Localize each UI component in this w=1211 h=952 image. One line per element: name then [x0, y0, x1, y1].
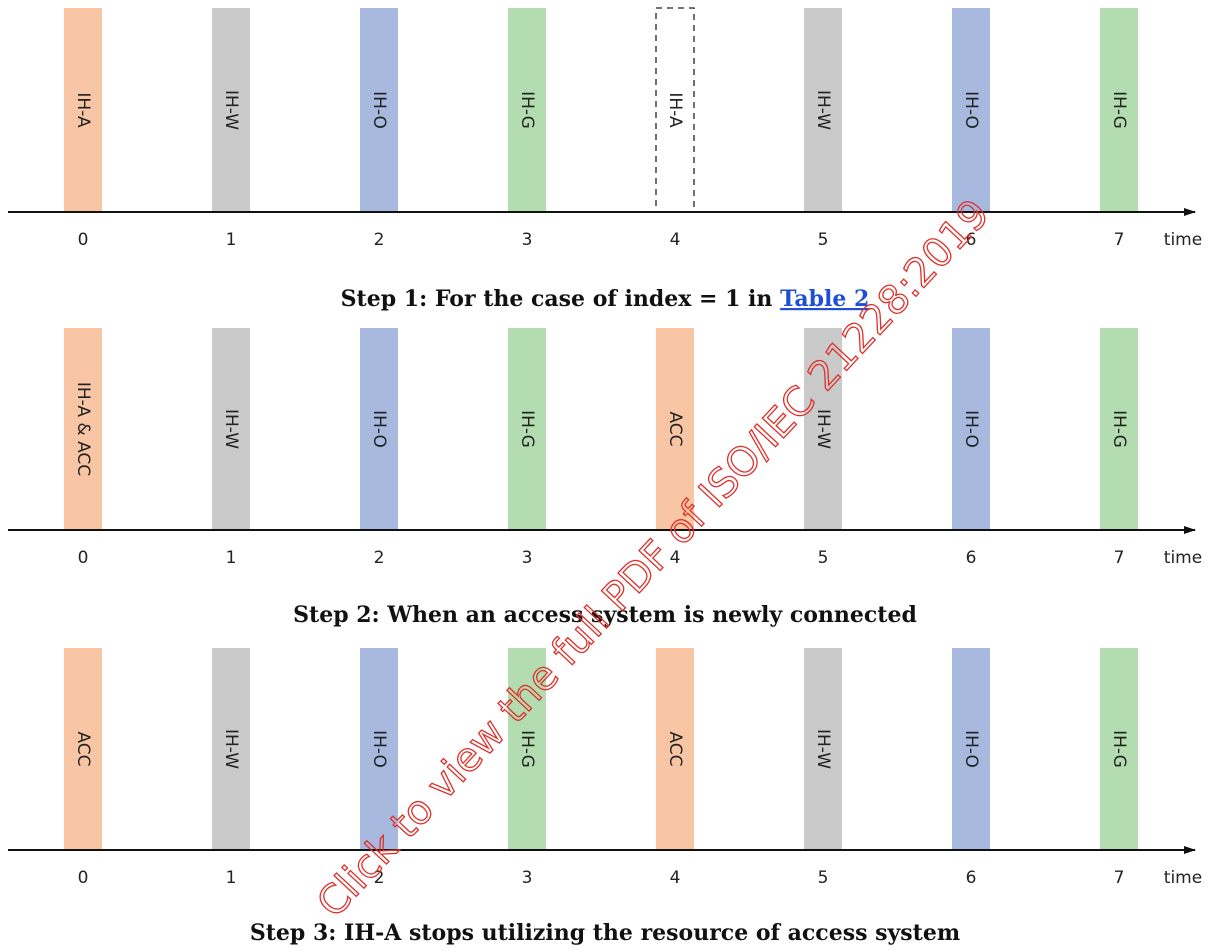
tick-label: 1	[226, 230, 237, 250]
caption-text: Step 2: When an access system is newly c…	[293, 602, 917, 628]
time-slot	[656, 328, 694, 530]
time-slot	[804, 8, 842, 212]
time-slot	[804, 328, 842, 530]
time-slot	[508, 8, 546, 212]
tick-label: 5	[818, 548, 829, 568]
time-slot	[360, 648, 398, 850]
tick-label: 7	[1114, 548, 1125, 568]
tick-label: 5	[818, 868, 829, 888]
caption: Step 2: When an access system is newly c…	[293, 602, 917, 628]
slot-label: IH-W	[813, 90, 833, 130]
slot-label: IH-W	[221, 729, 241, 769]
slot-label: IH-G	[1109, 410, 1129, 448]
tick-label: 3	[522, 548, 533, 568]
time-slot	[360, 328, 398, 530]
time-slot	[212, 8, 250, 212]
slot-label: IH-A	[73, 92, 93, 128]
slot-label: IH-W	[221, 90, 241, 130]
time-slot	[804, 648, 842, 850]
time-slot	[1100, 328, 1138, 530]
tick-label: 6	[966, 548, 977, 568]
caption-link[interactable]: Table 2	[780, 286, 869, 312]
time-slot	[952, 328, 990, 530]
slot-label: IH-O	[369, 730, 389, 768]
slot-label: IH-O	[369, 91, 389, 129]
slot-label: IH-O	[961, 91, 981, 129]
slot-label: IH-G	[517, 91, 537, 129]
slot-label: ACC	[73, 731, 93, 766]
slot-label: IH-O	[961, 410, 981, 448]
tick-label: 3	[522, 868, 533, 888]
slot-label: IH-G	[517, 730, 537, 768]
time-slot	[64, 328, 102, 530]
slot-label: IH-O	[369, 410, 389, 448]
caption-text: Step 3: IH-A stops utilizing the resourc…	[250, 920, 960, 946]
time-slot	[212, 328, 250, 530]
time-slot	[1100, 648, 1138, 850]
tick-label: 6	[966, 868, 977, 888]
caption: Step 1: For the case of index = 1 in Tab…	[341, 286, 870, 312]
time-slot	[508, 328, 546, 530]
tick-label: 2	[374, 868, 385, 888]
tick-label: 5	[818, 230, 829, 250]
time-slot	[1100, 8, 1138, 212]
tick-label: 3	[522, 230, 533, 250]
tick-label: 1	[226, 868, 237, 888]
slot-label: ACC	[665, 731, 685, 766]
time-slot	[64, 648, 102, 850]
time-slot	[508, 648, 546, 850]
slot-label: IH-A	[665, 92, 685, 128]
tick-label: 7	[1114, 230, 1125, 250]
slot-label: IH-G	[1109, 730, 1129, 768]
time-slot	[64, 8, 102, 212]
tick-label: 0	[78, 230, 89, 250]
caption: Step 3: IH-A stops utilizing the resourc…	[250, 920, 960, 946]
caption-text: Step 1: For the case of index = 1 in	[341, 286, 773, 312]
slot-label: IH-A & ACC	[73, 382, 93, 476]
time-slot	[656, 648, 694, 850]
tick-label: 0	[78, 548, 89, 568]
slot-label: IH-W	[813, 729, 833, 769]
tick-label: 1	[226, 548, 237, 568]
axis-label: time	[1164, 868, 1202, 888]
slot-label: IH-O	[961, 730, 981, 768]
tick-label: 4	[670, 230, 681, 250]
time-slot	[360, 8, 398, 212]
slot-label: IH-W	[221, 409, 241, 449]
tick-label: 7	[1114, 868, 1125, 888]
slot-label: ACC	[665, 411, 685, 446]
tick-label: 2	[374, 548, 385, 568]
tick-label: 6	[966, 230, 977, 250]
slot-label: IH-G	[1109, 91, 1129, 129]
slot-label: IH-G	[517, 410, 537, 448]
axis-label: time	[1164, 230, 1202, 250]
time-slot	[952, 648, 990, 850]
time-slot	[952, 8, 990, 212]
slot-label: IH-W	[813, 409, 833, 449]
tick-label: 0	[78, 868, 89, 888]
tick-label: 4	[670, 548, 681, 568]
tick-label: 4	[670, 868, 681, 888]
axis-label: time	[1164, 548, 1202, 568]
time-slot	[655, 7, 695, 213]
time-slot	[212, 648, 250, 850]
tick-label: 2	[374, 230, 385, 250]
